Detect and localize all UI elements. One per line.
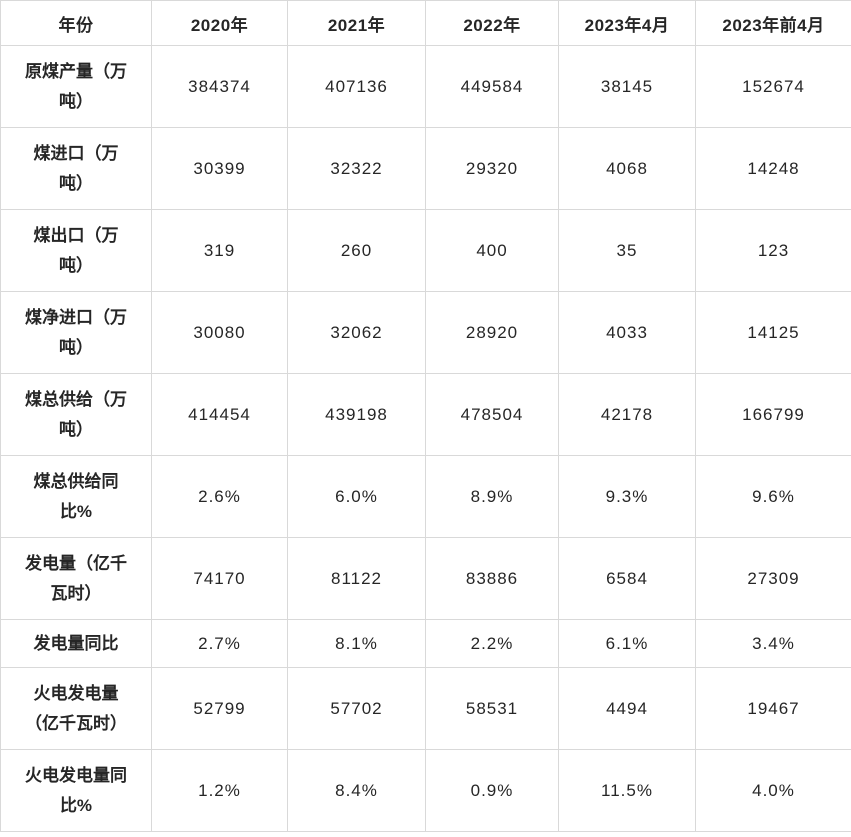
data-cell: 8.9%	[425, 455, 559, 538]
header-cell-2020: 2020年	[151, 0, 288, 46]
data-cell: 152674	[695, 45, 851, 128]
data-cell: 2.2%	[425, 619, 559, 668]
data-cell: 32322	[287, 127, 426, 210]
data-cell: 83886	[425, 537, 559, 620]
data-cell: 30399	[151, 127, 288, 210]
data-cell: 3.4%	[695, 619, 851, 668]
row-label: 煤总供给同 比%	[0, 455, 152, 538]
data-cell: 30080	[151, 291, 288, 374]
data-cell: 29320	[425, 127, 559, 210]
data-cell: 11.5%	[558, 749, 696, 832]
header-row: 年份 2020年 2021年 2022年 2023年4月 2023年前4月	[0, 0, 851, 46]
table-row: 原煤产量（万 吨） 384374 407136 449584 38145 152…	[0, 45, 851, 128]
data-cell: 35	[558, 209, 696, 292]
data-cell: 400	[425, 209, 559, 292]
data-cell: 38145	[558, 45, 696, 128]
header-cell-2023-first4: 2023年前4月	[695, 0, 851, 46]
header-cell-year: 年份	[0, 0, 152, 46]
data-cell: 58531	[425, 667, 559, 750]
data-cell: 4494	[558, 667, 696, 750]
data-cell: 42178	[558, 373, 696, 456]
data-cell: 0.9%	[425, 749, 559, 832]
data-cell: 52799	[151, 667, 288, 750]
data-cell: 19467	[695, 667, 851, 750]
table-row: 煤总供给（万 吨） 414454 439198 478504 42178 166…	[0, 373, 851, 456]
data-cell: 8.1%	[287, 619, 426, 668]
header-cell-2021: 2021年	[287, 0, 426, 46]
row-label: 煤总供给（万 吨）	[0, 373, 152, 456]
data-cell: 28920	[425, 291, 559, 374]
row-label: 煤净进口（万 吨）	[0, 291, 152, 374]
data-cell: 2.6%	[151, 455, 288, 538]
data-cell: 2.7%	[151, 619, 288, 668]
data-cell: 8.4%	[287, 749, 426, 832]
data-cell: 123	[695, 209, 851, 292]
data-cell: 384374	[151, 45, 288, 128]
data-cell: 74170	[151, 537, 288, 620]
row-label: 发电量同比	[0, 619, 152, 668]
table-row: 火电发电量同 比% 1.2% 8.4% 0.9% 11.5% 4.0%	[0, 749, 851, 832]
table-row: 煤总供给同 比% 2.6% 6.0% 8.9% 9.3% 9.6%	[0, 455, 851, 538]
data-cell: 81122	[287, 537, 426, 620]
row-label: 煤出口（万 吨）	[0, 209, 152, 292]
row-label: 原煤产量（万 吨）	[0, 45, 152, 128]
data-cell: 57702	[287, 667, 426, 750]
data-cell: 449584	[425, 45, 559, 128]
data-cell: 6.0%	[287, 455, 426, 538]
row-label: 火电发电量 （亿千瓦时）	[0, 667, 152, 750]
data-cell: 32062	[287, 291, 426, 374]
data-cell: 6584	[558, 537, 696, 620]
header-cell-2022: 2022年	[425, 0, 559, 46]
data-cell: 4.0%	[695, 749, 851, 832]
data-cell: 9.6%	[695, 455, 851, 538]
data-cell: 414454	[151, 373, 288, 456]
data-cell: 27309	[695, 537, 851, 620]
data-cell: 9.3%	[558, 455, 696, 538]
table-row: 发电量（亿千 瓦时） 74170 81122 83886 6584 27309	[0, 537, 851, 620]
data-cell: 166799	[695, 373, 851, 456]
table-row: 火电发电量 （亿千瓦时） 52799 57702 58531 4494 1946…	[0, 667, 851, 750]
data-cell: 260	[287, 209, 426, 292]
data-cell: 439198	[287, 373, 426, 456]
data-cell: 1.2%	[151, 749, 288, 832]
row-label: 火电发电量同 比%	[0, 749, 152, 832]
data-cell: 4033	[558, 291, 696, 374]
row-label: 煤进口（万 吨）	[0, 127, 152, 210]
table-row: 煤出口（万 吨） 319 260 400 35 123	[0, 209, 851, 292]
data-cell: 14125	[695, 291, 851, 374]
data-cell: 407136	[287, 45, 426, 128]
table-row: 煤进口（万 吨） 30399 32322 29320 4068 14248	[0, 127, 851, 210]
table-row: 煤净进口（万 吨） 30080 32062 28920 4033 14125	[0, 291, 851, 374]
header-cell-2023-apr: 2023年4月	[558, 0, 696, 46]
table-row: 发电量同比 2.7% 8.1% 2.2% 6.1% 3.4%	[0, 619, 851, 668]
data-cell: 14248	[695, 127, 851, 210]
data-cell: 6.1%	[558, 619, 696, 668]
data-cell: 4068	[558, 127, 696, 210]
data-cell: 319	[151, 209, 288, 292]
data-cell: 478504	[425, 373, 559, 456]
row-label: 发电量（亿千 瓦时）	[0, 537, 152, 620]
